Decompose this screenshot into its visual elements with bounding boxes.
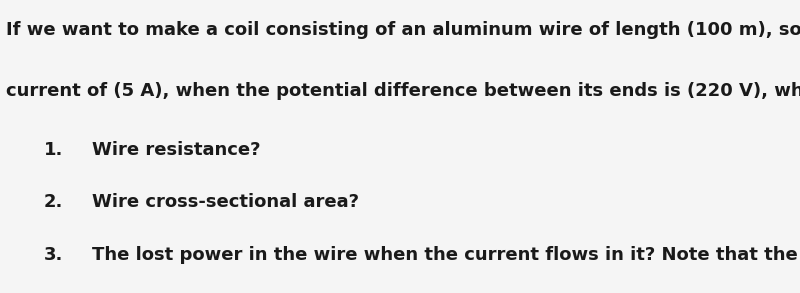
Text: Wire cross-sectional area?: Wire cross-sectional area? (92, 193, 359, 211)
Text: Wire resistance?: Wire resistance? (92, 141, 261, 159)
Text: 2.: 2. (44, 193, 63, 211)
Text: The lost power in the wire when the current flows in it? Note that the resistivi: The lost power in the wire when the curr… (92, 246, 800, 264)
Text: If we want to make a coil consisting of an aluminum wire of length (100 m), so t: If we want to make a coil consisting of … (6, 21, 800, 38)
Text: current of (5 A), when the potential difference between its ends is (220 V), wha: current of (5 A), when the potential dif… (6, 82, 800, 100)
Text: 3.: 3. (44, 246, 63, 264)
Text: 1.: 1. (44, 141, 63, 159)
